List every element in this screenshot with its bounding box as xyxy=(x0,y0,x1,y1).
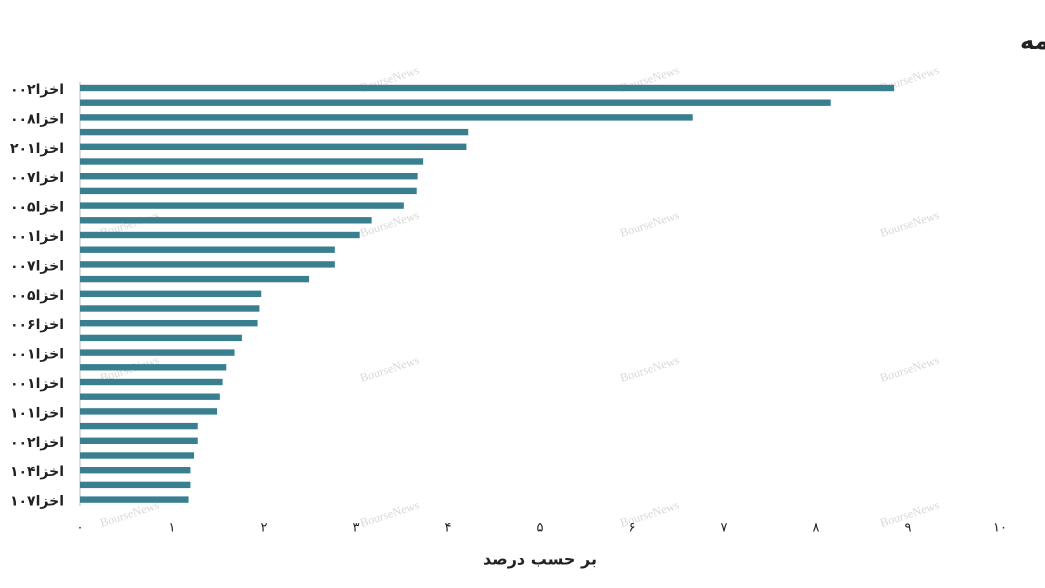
bar xyxy=(80,320,258,327)
bar xyxy=(80,437,198,444)
x-tick-label: ۰ xyxy=(77,521,84,536)
bar xyxy=(80,408,218,415)
x-axis-label: بر حسب درصد xyxy=(483,550,597,569)
bar xyxy=(80,290,262,297)
watermark: BourseNews xyxy=(878,208,941,240)
x-tick-label: ۳ xyxy=(353,521,360,536)
x-tick-label: ۹ xyxy=(905,521,912,536)
watermark: BourseNews xyxy=(358,498,421,530)
y-tick-label: اخزا۰۰۱ xyxy=(10,376,64,392)
x-tick-label: ۱۰ xyxy=(993,521,1007,536)
watermark: BourseNews xyxy=(358,353,421,385)
y-tick-label: اخزا۰۰۸ xyxy=(10,111,64,127)
bar xyxy=(80,202,404,209)
x-tick-label: ۸ xyxy=(813,521,820,536)
y-tick-label: اخزا۱۰۷ xyxy=(10,494,64,510)
y-tick-label: اخزا۲۰۱ xyxy=(10,141,64,157)
y-tick-label: اخزا۰۰۷ xyxy=(10,258,64,274)
watermark: BourseNews xyxy=(618,353,681,385)
watermark: BourseNews xyxy=(358,208,421,240)
bar xyxy=(80,128,469,136)
bar xyxy=(80,349,235,356)
bar xyxy=(80,422,198,430)
y-tick-label: اخزا۰۰۵ xyxy=(10,200,64,216)
x-tick-label: ۱ xyxy=(169,521,176,536)
y-tick-label: اخزا۰۰۷ xyxy=(10,170,64,186)
bar xyxy=(80,452,195,459)
bar xyxy=(80,334,242,342)
bar xyxy=(80,364,227,371)
x-tick-label: ۲ xyxy=(261,521,268,536)
x-tick-label: ۷ xyxy=(721,521,728,536)
y-tick-label: اخزا۰۰۲ xyxy=(10,435,64,451)
bar xyxy=(80,275,310,283)
bar xyxy=(80,158,424,165)
bar xyxy=(80,496,189,503)
bar xyxy=(80,114,693,121)
y-tick-label: اخزا۰۰۱ xyxy=(10,229,64,245)
x-tick-label: ۶ xyxy=(629,521,636,536)
bar xyxy=(80,173,418,180)
bar xyxy=(80,305,260,312)
y-tick-label: اخزا۰۰۱ xyxy=(10,347,64,363)
bar xyxy=(80,231,360,239)
y-tick-label: اخزا۰۰۲ xyxy=(10,82,64,98)
bar xyxy=(80,143,467,150)
bar xyxy=(80,217,372,224)
chart-title: اوراق تحت مالکیت بیمه xyxy=(1020,27,1045,55)
bar xyxy=(80,99,831,106)
bar xyxy=(80,481,191,489)
y-tick-label: اخزا۱۰۴ xyxy=(10,464,64,480)
y-tick-label: اخزا۰۰۶ xyxy=(10,317,64,333)
bar xyxy=(80,467,191,474)
watermark: BourseNews xyxy=(618,208,681,240)
bar xyxy=(80,378,223,386)
y-tick-label: اخزا۱۰۱ xyxy=(10,405,64,421)
bar xyxy=(80,261,335,268)
watermark: BourseNews xyxy=(878,353,941,385)
bar xyxy=(80,246,335,253)
x-tick-label: ۵ xyxy=(537,521,544,536)
y-tick-label: اخزا۰۰۵ xyxy=(10,288,64,304)
bar xyxy=(80,84,895,92)
bar xyxy=(80,187,417,195)
bar xyxy=(80,393,220,400)
x-tick-label: ۴ xyxy=(445,521,452,536)
